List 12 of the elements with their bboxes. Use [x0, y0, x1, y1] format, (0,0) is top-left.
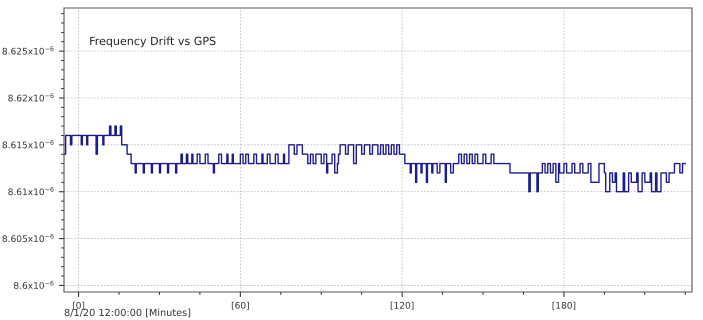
x-tick-label: [180]: [552, 302, 576, 310]
y-tick-label: 8.605x10$^{−6}$: [2, 234, 54, 242]
y-tick-label: 8.61x10$^{−6}$: [8, 186, 54, 196]
y-tick-label: 8.625x10$^{−6}$: [2, 46, 54, 55]
text: Frequency Drift vs GPS: [90, 36, 216, 48]
y-tick-label: 8.6x10$^{−6}$: [14, 280, 54, 289]
x-tick-label: [0]: [72, 302, 84, 310]
y-tick-label: 8.62x10$^{−6}$: [8, 93, 54, 102]
x-tick-label: [60]: [232, 302, 249, 310]
x-axis-title: 8/1/20 12:00:00 [Minutes]: [64, 308, 190, 318]
x-tick-label: [120]: [390, 302, 414, 310]
y-tick-label: 8.615x10$^{−6}$: [2, 140, 54, 148]
